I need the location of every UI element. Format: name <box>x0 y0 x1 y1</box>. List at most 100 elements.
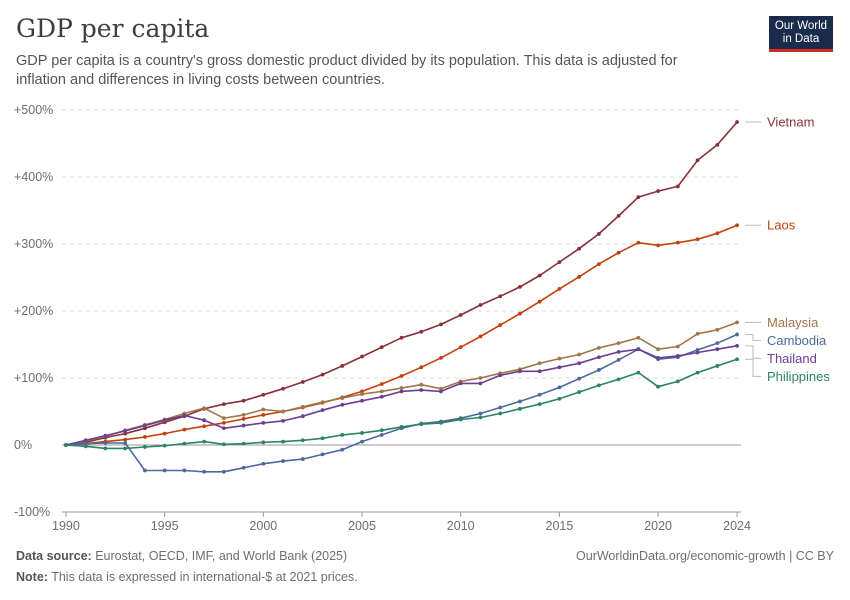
data-point[interactable] <box>379 382 384 386</box>
data-point[interactable] <box>537 361 542 366</box>
data-point[interactable] <box>143 426 147 431</box>
series-label-laos[interactable]: Laos <box>767 218 796 233</box>
data-point[interactable] <box>518 369 522 374</box>
data-point[interactable] <box>695 237 700 242</box>
data-point[interactable] <box>498 411 503 416</box>
data-point[interactable] <box>379 389 384 394</box>
data-point[interactable] <box>320 372 325 377</box>
data-point[interactable] <box>281 386 285 391</box>
data-point[interactable] <box>123 429 128 433</box>
data-point[interactable] <box>675 379 680 384</box>
series-label-malaysia[interactable]: Malaysia <box>767 315 819 330</box>
data-point[interactable] <box>439 420 443 425</box>
series-label-cambodia[interactable]: Cambodia <box>767 333 827 348</box>
data-point[interactable] <box>656 356 660 360</box>
data-point[interactable] <box>557 260 562 264</box>
data-point[interactable] <box>458 417 463 422</box>
data-point[interactable] <box>261 440 266 445</box>
data-point[interactable] <box>557 286 562 291</box>
data-point[interactable] <box>458 345 463 350</box>
data-point[interactable] <box>518 399 522 404</box>
data-point[interactable] <box>695 331 700 336</box>
data-point[interactable] <box>143 445 147 449</box>
data-point[interactable] <box>340 364 345 368</box>
data-point[interactable] <box>518 284 522 289</box>
data-point[interactable] <box>143 435 147 439</box>
data-point[interactable] <box>123 446 128 451</box>
data-point[interactable] <box>498 323 503 327</box>
data-point[interactable] <box>281 418 285 423</box>
data-point[interactable] <box>103 446 108 451</box>
data-point[interactable] <box>616 377 621 382</box>
data-point[interactable] <box>439 356 443 360</box>
data-point[interactable] <box>360 354 364 359</box>
data-point[interactable] <box>320 436 325 441</box>
data-point[interactable] <box>379 345 384 350</box>
data-point[interactable] <box>241 465 246 470</box>
series-line-laos[interactable] <box>65 224 738 446</box>
data-point[interactable] <box>478 381 483 386</box>
data-point[interactable] <box>300 457 305 461</box>
data-point[interactable] <box>695 158 700 163</box>
data-point[interactable] <box>557 356 562 361</box>
data-point[interactable] <box>103 433 108 438</box>
data-point[interactable] <box>636 347 641 352</box>
data-point[interactable] <box>360 392 364 396</box>
data-point[interactable] <box>616 349 621 354</box>
data-point[interactable] <box>735 357 739 362</box>
data-point[interactable] <box>162 468 167 473</box>
data-point[interactable] <box>656 384 660 389</box>
data-point[interactable] <box>83 444 88 449</box>
series-label-thailand[interactable]: Thailand <box>767 351 817 366</box>
data-point[interactable] <box>616 213 621 218</box>
data-point[interactable] <box>241 423 246 428</box>
data-point[interactable] <box>360 389 364 394</box>
data-point[interactable] <box>498 294 503 299</box>
data-point[interactable] <box>458 381 463 386</box>
data-point[interactable] <box>221 442 226 447</box>
data-point[interactable] <box>300 414 305 419</box>
data-point[interactable] <box>221 402 226 407</box>
data-point[interactable] <box>103 441 108 445</box>
data-point[interactable] <box>379 433 384 437</box>
data-point[interactable] <box>261 407 266 412</box>
data-point[interactable] <box>537 299 542 304</box>
source-link[interactable]: OurWorldinData.org/economic-growth | CC … <box>576 549 834 563</box>
data-point[interactable] <box>518 406 522 411</box>
data-point[interactable] <box>320 400 325 405</box>
data-point[interactable] <box>379 394 384 399</box>
data-point[interactable] <box>399 335 404 340</box>
data-point[interactable] <box>715 142 720 147</box>
data-point[interactable] <box>300 438 305 443</box>
data-point[interactable] <box>596 262 601 266</box>
data-point[interactable] <box>596 383 601 388</box>
data-point[interactable] <box>439 386 443 391</box>
data-point[interactable] <box>221 416 226 421</box>
data-point[interactable] <box>695 350 700 355</box>
data-point[interactable] <box>419 329 424 334</box>
data-point[interactable] <box>616 358 621 362</box>
series-line-vietnam[interactable] <box>65 121 738 446</box>
data-point[interactable] <box>123 441 128 445</box>
data-point[interactable] <box>300 404 305 409</box>
data-point[interactable] <box>241 441 246 446</box>
data-point[interactable] <box>656 243 660 248</box>
data-point[interactable] <box>675 353 680 358</box>
data-point[interactable] <box>735 320 739 325</box>
data-point[interactable] <box>715 231 720 236</box>
data-point[interactable] <box>596 345 601 350</box>
data-point[interactable] <box>261 392 266 397</box>
data-point[interactable] <box>202 424 207 429</box>
data-point[interactable] <box>735 332 739 337</box>
data-point[interactable] <box>83 441 88 446</box>
data-point[interactable] <box>281 459 285 463</box>
series-label-vietnam[interactable]: Vietnam <box>767 115 814 130</box>
data-point[interactable] <box>695 347 700 352</box>
data-point[interactable] <box>379 428 384 433</box>
data-point[interactable] <box>557 365 562 370</box>
data-point[interactable] <box>557 396 562 401</box>
data-point[interactable] <box>675 184 680 189</box>
data-point[interactable] <box>616 341 621 346</box>
data-point[interactable] <box>577 361 582 366</box>
series-line-cambodia[interactable] <box>65 333 738 473</box>
